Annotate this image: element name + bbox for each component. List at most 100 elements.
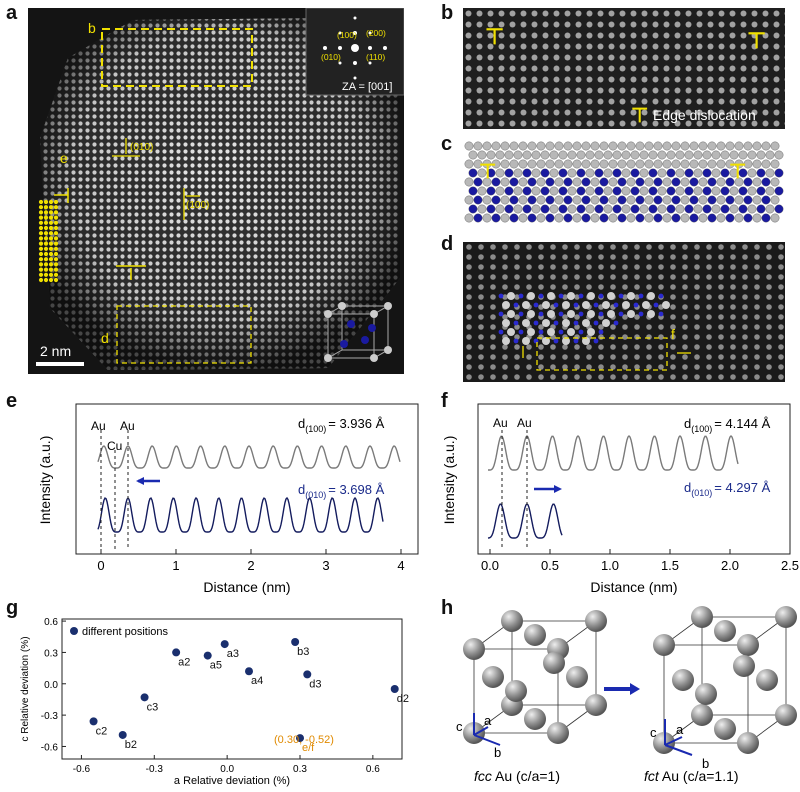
model-atom [585, 150, 595, 160]
scatter-point [390, 685, 399, 693]
yellow-atom-dot [53, 272, 59, 277]
model-atom [522, 150, 532, 160]
d010-label-f: d(010) = 4.297 Å [684, 480, 771, 498]
model-atom [617, 159, 627, 169]
dislocation-legend-symbol: ⊤ [631, 105, 648, 127]
yellow-atom-dot [38, 231, 44, 236]
overlay-atom [613, 320, 619, 326]
label-au1-e: Au [91, 419, 106, 433]
overlay-atom [587, 328, 595, 336]
overlay-atom [558, 311, 564, 317]
model-atom [518, 213, 528, 223]
model-atom [545, 213, 555, 223]
overlay-atom [567, 292, 575, 300]
cell-atom [691, 704, 713, 726]
dislocation-symbol-right: ⊤ [747, 28, 766, 53]
model-atom [693, 150, 703, 160]
d100-label-e: d(100) = 3.936 Å [298, 416, 385, 434]
xtick-label-f: 1.0 [601, 558, 619, 573]
ytick-label-g: -0.6 [41, 742, 59, 753]
model-atom [603, 168, 613, 178]
model-atom [747, 186, 757, 196]
cell-atom [737, 732, 759, 754]
model-atom [594, 204, 604, 214]
box-label-d: d [101, 330, 109, 346]
cell-atom [566, 666, 588, 688]
model-atom [477, 150, 487, 160]
yellow-atom-dot [48, 225, 54, 231]
yellow-atom-dot [43, 241, 49, 246]
model-atom [585, 186, 595, 196]
model-atom [540, 168, 550, 178]
model-atom [729, 204, 739, 214]
model-atom [716, 141, 726, 151]
model-atom [734, 213, 744, 223]
yellow-atom-dot [38, 215, 44, 220]
fft-label-010: (010) [321, 52, 341, 62]
xtick-label-e: 2 [247, 558, 254, 573]
yellow-atom-dot [53, 210, 59, 215]
overlay-atom [613, 302, 619, 308]
model-atom [657, 150, 667, 160]
unit-cell-panel-h: c a b c a b fcc Au (c/a=1) fct Au (c/a=1… [438, 605, 800, 787]
model-atom [738, 186, 748, 196]
model-atom [576, 150, 586, 160]
yellow-atom-dot [38, 257, 44, 262]
yellow-atom-dot [38, 267, 44, 272]
model-atom [698, 177, 708, 187]
overlay-atom [582, 319, 590, 327]
model-atom [626, 213, 636, 223]
model-atom [639, 150, 649, 160]
model-atom [545, 177, 555, 187]
xtick-label-g: -0.6 [73, 764, 91, 775]
model-atom [689, 159, 699, 169]
scatter-point [296, 734, 304, 743]
overlay-atom [658, 293, 664, 299]
overlay-atom [578, 293, 584, 299]
model-atom [522, 186, 532, 196]
model-atom [491, 195, 501, 205]
overlay-atom [498, 311, 504, 317]
xticks-f: 0.0 0.5 1.0 1.5 2.0 2.5 [481, 549, 799, 573]
box-label-e: e [60, 150, 68, 166]
model-atom [648, 186, 658, 196]
model-atom [630, 150, 640, 160]
model-atom [518, 177, 528, 187]
scatter-point [172, 648, 181, 657]
cell-atom [482, 666, 504, 688]
xtick-label-g: 0.6 [366, 764, 380, 775]
xtick-label-f: 2.5 [781, 558, 799, 573]
model-atom [612, 150, 622, 160]
yellow-atom-column-overlay [38, 199, 59, 283]
haadf-image-panel-b: ⊤ ⊤ ⊤ Edge dislocation [463, 8, 785, 129]
overlay-atom [522, 319, 530, 327]
model-atom [761, 141, 771, 151]
cell-atom [585, 694, 607, 716]
scatter-point [203, 651, 212, 660]
overlay-atom [533, 338, 539, 344]
profile-curve [97, 445, 401, 469]
model-atom [473, 141, 483, 151]
model-atom [603, 150, 613, 160]
axis-b-left: b [494, 745, 501, 760]
model-atom [716, 159, 726, 169]
model-atom [630, 204, 640, 214]
point-label: a3 [227, 648, 239, 660]
haadf-image-svg: b d e (010) (100) (100) (200) (010) (110… [28, 8, 404, 374]
scatter-point [89, 717, 98, 726]
model-atom [563, 177, 573, 187]
model-dislocation-left: ⊤ [479, 161, 496, 183]
model-atom [491, 213, 501, 223]
yellow-atom-dot [38, 262, 44, 267]
model-atom [734, 159, 744, 169]
ytick-label-g: 0.0 [44, 680, 58, 691]
overlay-atom [562, 319, 570, 327]
model-atom [666, 150, 676, 160]
label-au1-f: Au [493, 416, 508, 430]
model-atom [653, 159, 663, 169]
model-atom [540, 150, 550, 160]
point-label: c2 [96, 725, 108, 737]
model-atom [770, 141, 780, 151]
fft-spot [353, 31, 357, 35]
overlay-atom [558, 329, 564, 335]
